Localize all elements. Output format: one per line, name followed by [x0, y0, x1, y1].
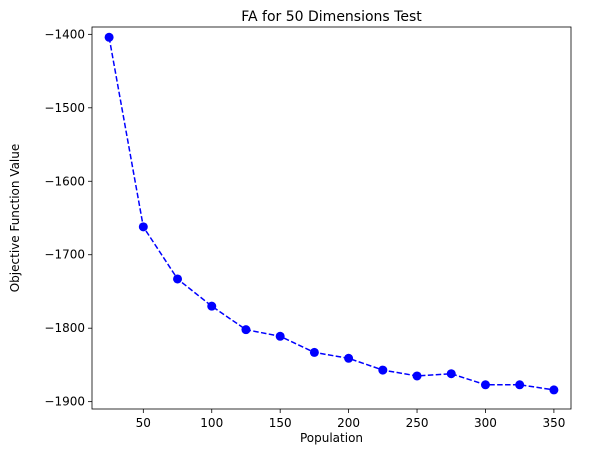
series-layer — [104, 32, 559, 395]
x-tick-label: 150 — [269, 416, 292, 430]
y-tick-label: −1900 — [44, 395, 85, 409]
data-point — [446, 369, 456, 379]
data-point — [104, 32, 114, 42]
data-point — [241, 325, 251, 335]
x-tick-label: 50 — [136, 416, 151, 430]
x-tick-label: 250 — [406, 416, 429, 430]
x-axis-label: Population — [300, 431, 363, 445]
data-point — [412, 371, 422, 381]
data-point — [515, 380, 525, 390]
data-point — [344, 353, 354, 363]
series-line — [108, 37, 555, 391]
x-tick-label: 350 — [542, 416, 565, 430]
y-tick-label: −1500 — [44, 101, 85, 115]
data-point — [207, 301, 217, 311]
data-point — [309, 347, 319, 357]
data-point — [480, 380, 490, 390]
y-tick-label: −1700 — [44, 248, 85, 262]
data-point — [173, 274, 183, 284]
x-tick-label: 300 — [474, 416, 497, 430]
x-tick-label: 200 — [337, 416, 360, 430]
plot-area — [91, 26, 572, 410]
chart-title: FA for 50 Dimensions Test — [241, 9, 422, 25]
data-point — [549, 385, 559, 395]
x-tick-label: 100 — [200, 416, 223, 430]
data-point — [378, 365, 388, 375]
y-tick-label: −1400 — [44, 27, 85, 41]
data-point — [138, 222, 148, 232]
data-point — [275, 331, 285, 341]
y-tick-label: −1800 — [44, 321, 85, 335]
y-axis-label: Objective Function Value — [8, 144, 22, 293]
x-axis-ticks: 50 100 150 200 250 300 350 — [136, 409, 565, 430]
y-axis-ticks: −1900 −1800 −1700 −1600 −1500 −1400 — [44, 27, 92, 409]
y-tick-label: −1600 — [44, 174, 85, 188]
